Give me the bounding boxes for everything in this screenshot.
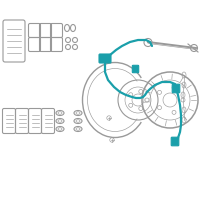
FancyBboxPatch shape: [172, 84, 180, 93]
FancyBboxPatch shape: [132, 65, 139, 73]
FancyBboxPatch shape: [99, 54, 111, 63]
FancyBboxPatch shape: [171, 137, 179, 146]
